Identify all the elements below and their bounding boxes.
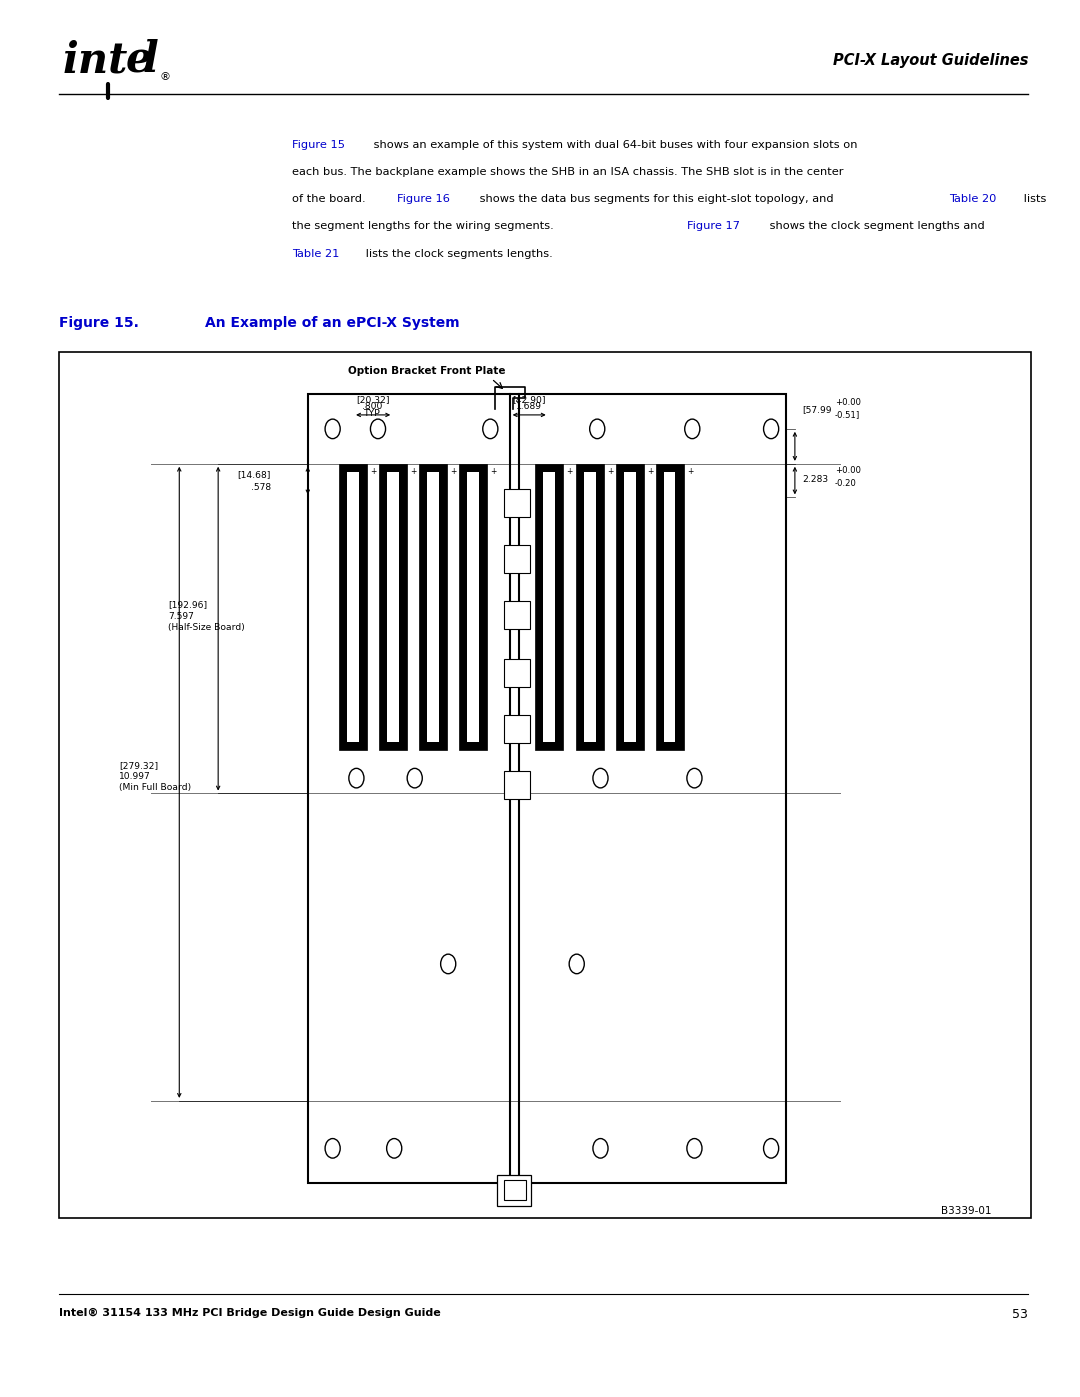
- Bar: [388, 472, 399, 742]
- Circle shape: [593, 1139, 608, 1158]
- Text: (Min Full Board): (Min Full Board): [119, 784, 191, 792]
- Text: .800: .800: [363, 402, 382, 411]
- Circle shape: [387, 1139, 402, 1158]
- Text: Figure 15: Figure 15: [292, 140, 345, 149]
- Circle shape: [441, 954, 456, 974]
- Bar: [379, 464, 407, 750]
- Text: +: +: [410, 467, 417, 475]
- Text: Table 21: Table 21: [292, 249, 339, 258]
- Circle shape: [325, 1139, 340, 1158]
- Bar: [616, 464, 644, 750]
- Text: +0.00: +0.00: [835, 467, 861, 475]
- Circle shape: [349, 768, 364, 788]
- Text: +0.00: +0.00: [835, 398, 861, 407]
- Text: +: +: [490, 467, 497, 475]
- Text: +: +: [687, 467, 693, 475]
- Bar: [308, 394, 786, 1183]
- Text: -0.51]: -0.51]: [835, 411, 860, 419]
- Circle shape: [687, 1139, 702, 1158]
- Text: (Half-Size Board): (Half-Size Board): [168, 623, 245, 631]
- Circle shape: [370, 419, 386, 439]
- Text: +: +: [647, 467, 653, 475]
- Circle shape: [685, 419, 700, 439]
- Circle shape: [483, 419, 498, 439]
- Text: shows the clock segment lengths and: shows the clock segment lengths and: [766, 221, 985, 232]
- Text: [20.32]: [20.32]: [355, 395, 390, 404]
- Circle shape: [325, 419, 340, 439]
- Text: -0.20: -0.20: [835, 479, 856, 488]
- Bar: [459, 464, 487, 750]
- Text: 10.997: 10.997: [119, 773, 150, 781]
- Bar: [576, 464, 604, 750]
- Text: [279.32]: [279.32]: [119, 761, 158, 770]
- Text: [57.99: [57.99: [802, 405, 832, 414]
- Text: An Example of an ePCI-X System: An Example of an ePCI-X System: [205, 316, 460, 330]
- Text: +: +: [566, 467, 572, 475]
- Circle shape: [407, 768, 422, 788]
- Bar: [468, 472, 478, 742]
- Text: [42.90]: [42.90]: [512, 395, 546, 404]
- Bar: [59, 352, 1031, 1218]
- Bar: [339, 464, 367, 750]
- Bar: [419, 464, 447, 750]
- Bar: [624, 472, 635, 742]
- Text: shows the data bus segments for this eight-slot topology, and: shows the data bus segments for this eig…: [476, 194, 837, 204]
- Text: Option Bracket Front Plate: Option Bracket Front Plate: [348, 366, 505, 376]
- Text: +: +: [450, 467, 457, 475]
- Text: +: +: [607, 467, 613, 475]
- Text: PCI-X Layout Guidelines: PCI-X Layout Guidelines: [833, 53, 1028, 67]
- Text: shows an example of this system with dual 64-bit buses with four expansion slots: shows an example of this system with dua…: [370, 140, 858, 149]
- Text: e: e: [125, 39, 152, 81]
- Text: Intel® 31154 133 MHz PCI Bridge Design Guide Design Guide: Intel® 31154 133 MHz PCI Bridge Design G…: [59, 1308, 441, 1317]
- Text: .578: .578: [251, 483, 271, 492]
- Text: each bus. The backplane example shows the SHB in an ISA chassis. The SHB slot is: each bus. The backplane example shows th…: [292, 166, 843, 177]
- Text: [192.96]: [192.96]: [168, 601, 207, 609]
- Bar: [428, 472, 438, 742]
- Text: lists: lists: [1020, 194, 1045, 204]
- Text: +: +: [370, 467, 377, 475]
- Bar: [504, 489, 530, 517]
- Bar: [664, 472, 675, 742]
- Bar: [348, 472, 359, 742]
- Text: TYP: TYP: [364, 409, 381, 418]
- Circle shape: [593, 768, 608, 788]
- Bar: [504, 601, 530, 629]
- Bar: [504, 1180, 526, 1200]
- Bar: [535, 464, 563, 750]
- Text: l: l: [143, 39, 159, 81]
- Circle shape: [764, 1139, 779, 1158]
- Bar: [543, 472, 554, 742]
- Text: 2.283: 2.283: [802, 475, 828, 483]
- Bar: [584, 472, 595, 742]
- Circle shape: [687, 768, 702, 788]
- Bar: [504, 659, 530, 687]
- Text: Figure 16: Figure 16: [397, 194, 450, 204]
- Circle shape: [590, 419, 605, 439]
- Bar: [497, 1175, 531, 1206]
- Bar: [504, 715, 530, 743]
- Bar: [504, 545, 530, 573]
- Text: Table 20: Table 20: [949, 194, 997, 204]
- Text: 53: 53: [1012, 1308, 1028, 1320]
- Text: the segment lengths for the wiring segments.: the segment lengths for the wiring segme…: [292, 221, 557, 232]
- Bar: [656, 464, 684, 750]
- Circle shape: [569, 954, 584, 974]
- Text: [14.68]: [14.68]: [238, 471, 271, 479]
- Text: Figure 15.: Figure 15.: [59, 316, 139, 330]
- Text: lists the clock segments lengths.: lists the clock segments lengths.: [362, 249, 553, 258]
- Text: Figure 17: Figure 17: [687, 221, 740, 232]
- Text: int: int: [63, 39, 129, 81]
- Text: of the board.: of the board.: [292, 194, 369, 204]
- Circle shape: [764, 419, 779, 439]
- Text: B3339-01: B3339-01: [941, 1206, 991, 1215]
- Text: 7.597: 7.597: [168, 612, 194, 620]
- Text: ®: ®: [160, 71, 171, 82]
- Bar: [504, 771, 530, 799]
- Text: 1.689: 1.689: [516, 402, 542, 411]
